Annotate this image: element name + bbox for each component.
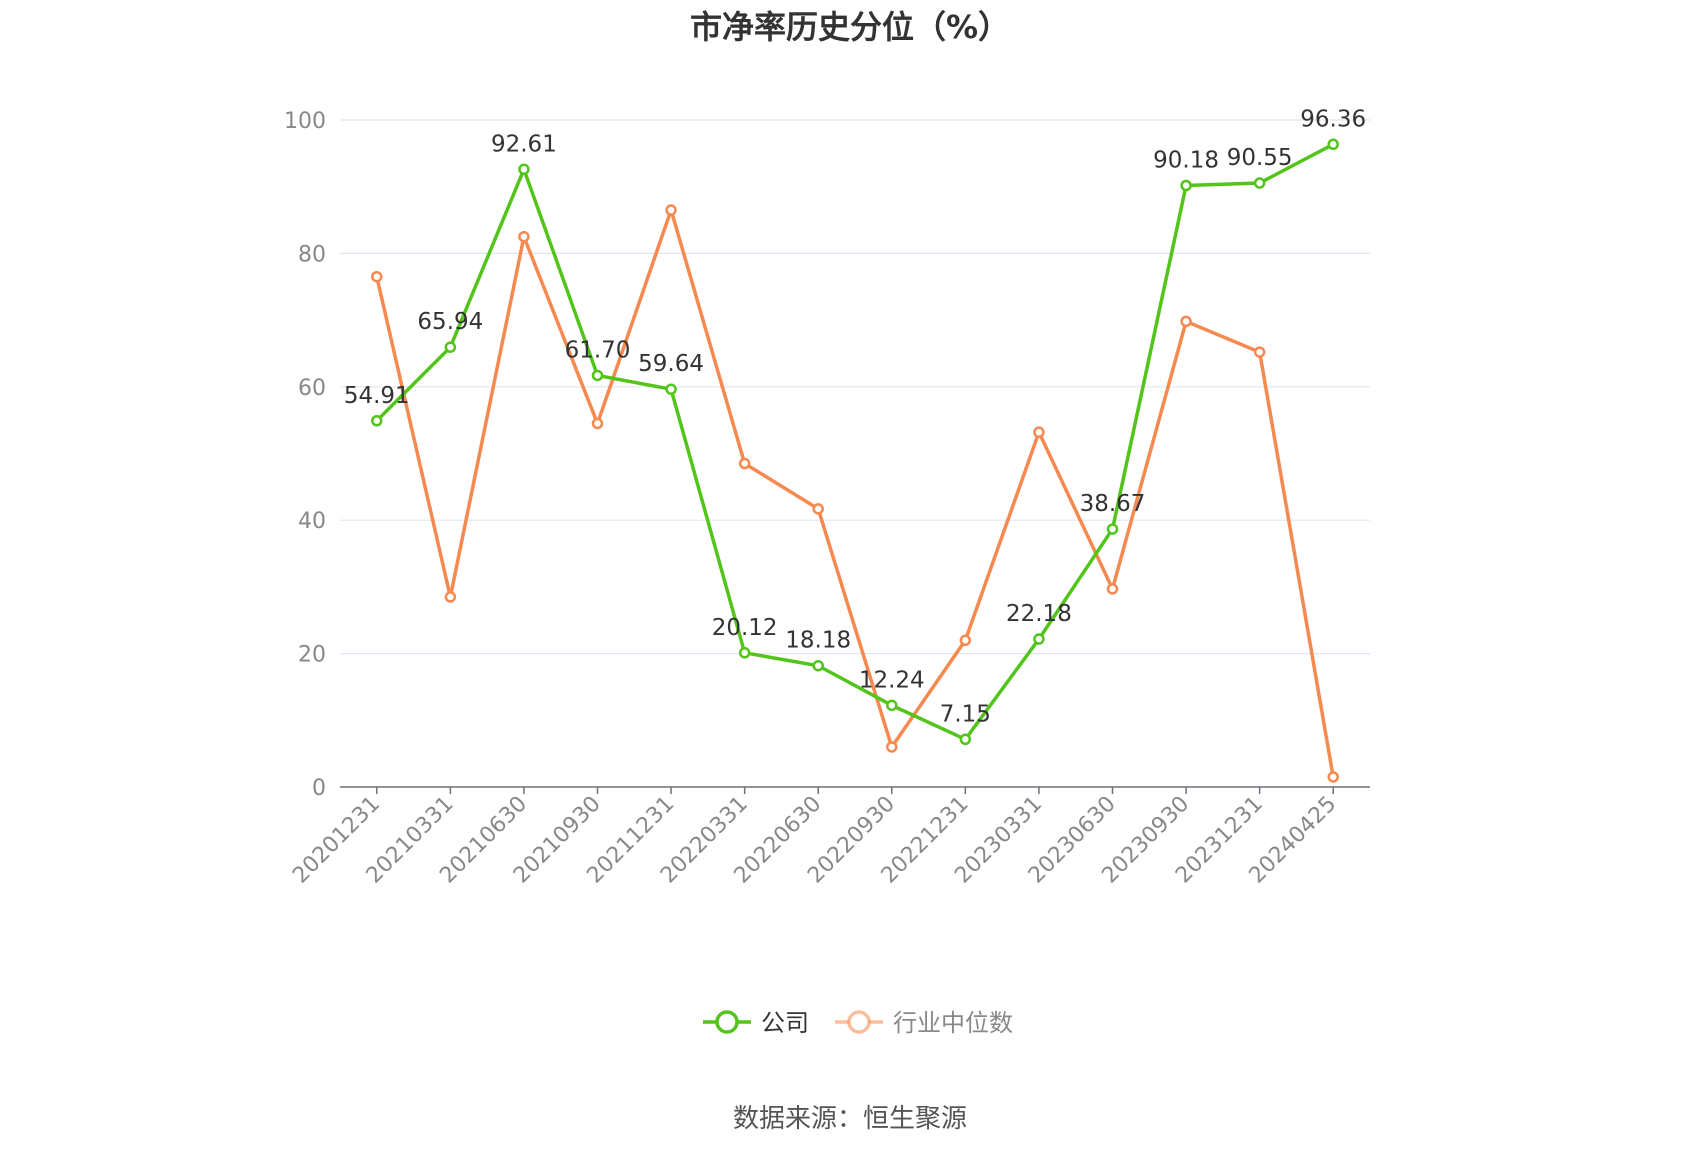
data-label: 22.18 xyxy=(1006,601,1072,627)
data-label: 12.24 xyxy=(859,667,925,693)
data-point[interactable] xyxy=(738,647,751,659)
data-label: 59.64 xyxy=(638,351,704,377)
legend[interactable]: 公司 行业中位数 xyxy=(703,1009,1013,1037)
y-tick-label: 60 xyxy=(298,376,326,401)
grid-lines xyxy=(340,119,1370,655)
data-point[interactable] xyxy=(371,270,383,283)
data-point[interactable] xyxy=(1106,523,1119,535)
data-point[interactable] xyxy=(1327,771,1339,783)
series-line xyxy=(375,142,1335,742)
data-source: 数据来源：恒生聚源 xyxy=(733,1104,967,1134)
series-layer: 54.91 65.94 92.61 61.70 59.64 20.12 18.18 12.24… xyxy=(344,106,1366,783)
data-point[interactable] xyxy=(1253,177,1266,189)
data-label: 38.67 xyxy=(1080,491,1146,517)
y-tick-label: 80 xyxy=(298,242,326,267)
data-point[interactable] xyxy=(1327,138,1339,151)
data-point[interactable] xyxy=(1033,633,1045,645)
data-point[interactable] xyxy=(959,634,972,647)
legend-item-1[interactable]: 行业中位数 xyxy=(835,1009,1013,1037)
data-point[interactable] xyxy=(1180,315,1192,328)
data-point[interactable] xyxy=(591,417,604,430)
data-point[interactable] xyxy=(886,741,898,753)
data-label: 90.55 xyxy=(1227,145,1293,171)
data-point[interactable] xyxy=(738,457,751,470)
data-label: 90.18 xyxy=(1153,147,1219,173)
data-point[interactable] xyxy=(371,415,383,427)
series-line xyxy=(375,208,1335,778)
series-0: 54.91 65.94 92.61 61.70 59.64 20.12 18.18 12.24… xyxy=(344,106,1366,746)
data-point[interactable] xyxy=(959,733,972,746)
data-label: 20.12 xyxy=(712,615,778,641)
data-point[interactable] xyxy=(1033,426,1045,438)
chart-title: 市净率历史分位（%） xyxy=(690,8,1010,46)
data-label: 96.36 xyxy=(1300,106,1366,132)
data-point[interactable] xyxy=(1106,583,1119,595)
data-label: 65.94 xyxy=(417,309,483,335)
legend-marker-icon xyxy=(715,1010,739,1034)
data-point[interactable] xyxy=(1253,346,1266,358)
legend-label: 行业中位数 xyxy=(893,1009,1013,1037)
data-point[interactable] xyxy=(812,503,824,515)
data-label: 7.15 xyxy=(940,701,991,727)
y-axis: 0 20 40 60 80 100 xyxy=(284,109,326,801)
y-tick-label: 100 xyxy=(284,109,326,134)
legend-marker-icon xyxy=(847,1010,871,1034)
data-point[interactable] xyxy=(665,204,677,216)
legend-label: 公司 xyxy=(761,1009,809,1037)
data-point[interactable] xyxy=(665,383,677,395)
data-label: 54.91 xyxy=(344,383,410,409)
data-point[interactable] xyxy=(886,699,898,712)
y-tick-label: 40 xyxy=(298,509,326,534)
x-axis: 2020123120210331202106302021093020211231… xyxy=(288,786,1370,888)
data-point[interactable] xyxy=(812,659,824,672)
legend-item-0[interactable]: 公司 xyxy=(703,1009,809,1037)
data-point[interactable] xyxy=(518,230,530,243)
data-label: 92.61 xyxy=(491,131,557,157)
data-label: 18.18 xyxy=(785,628,851,654)
y-tick-label: 20 xyxy=(298,643,326,668)
y-tick-label: 0 xyxy=(312,776,326,801)
data-label: 61.70 xyxy=(565,337,631,363)
series-1 xyxy=(371,204,1339,783)
data-point[interactable] xyxy=(444,341,457,353)
data-point[interactable] xyxy=(1180,179,1192,192)
data-point[interactable] xyxy=(591,369,604,382)
data-point[interactable] xyxy=(444,591,457,603)
data-point[interactable] xyxy=(518,163,530,176)
